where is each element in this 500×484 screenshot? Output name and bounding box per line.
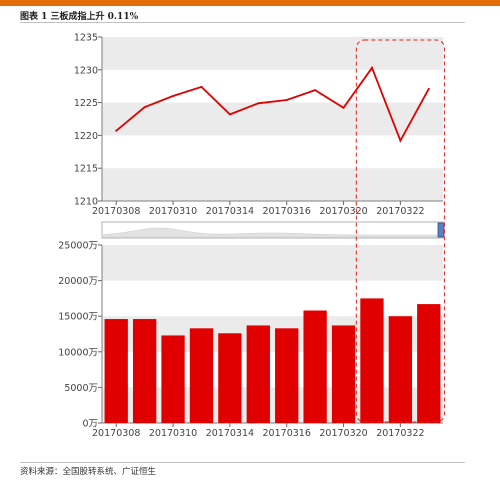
line-chart-y-tick-label: 1235 (74, 33, 98, 44)
line-chart-x-tick-label: 20170320 (319, 206, 367, 217)
bar-chart-x-tick-label: 20170320 (319, 428, 367, 439)
line-chart-grid-band (102, 102, 443, 136)
index-data-point (285, 98, 288, 101)
volume-bar (388, 316, 413, 423)
volume-bar (132, 319, 157, 423)
bar-chart-y-tick-label: 0万 (82, 419, 98, 430)
line-chart-x-tick-label: 20170310 (149, 206, 197, 217)
index-data-point (200, 85, 203, 88)
header-accent-bar (0, 0, 500, 6)
volume-bar (417, 304, 441, 423)
bar-chart-x-tick-label: 20170310 (149, 428, 197, 439)
bar-chart-x-tick-label: 20170322 (376, 428, 424, 439)
volume-bar (246, 325, 270, 423)
line-chart-x-tick-label: 20170308 (92, 206, 140, 217)
line-chart-x-tick-label: 20170322 (376, 206, 424, 217)
volume-bar (104, 319, 128, 423)
volume-bar (189, 328, 214, 423)
bar-chart-y-tick-label: 5000万 (64, 383, 98, 394)
volume-bar (331, 325, 356, 423)
line-chart-y-tick-label: 1220 (74, 131, 98, 142)
bar-chart-grid-band (102, 316, 443, 352)
line-chart-y-tick-label: 1225 (74, 98, 98, 109)
navigator-series (101, 227, 444, 238)
highlight-box (355, 39, 445, 423)
index-data-point (172, 95, 175, 98)
bar-chart-y-tick-label: 25000万 (58, 241, 98, 252)
navigator-handle (437, 222, 445, 238)
line-chart-y-tick-label: 1215 (74, 164, 98, 175)
line-chart-y-tick-label: 1230 (74, 65, 98, 76)
line-chart-x-tick-label: 20170316 (263, 206, 311, 217)
index-data-point (342, 106, 345, 109)
figure-title: 图表 1 三板成指上升 0.11% (20, 12, 139, 22)
index-series-line (115, 65, 430, 143)
source-note: 资料来源：全国股转系统、广证恒生 (20, 467, 157, 477)
bar-chart-x-tick-label: 20170308 (92, 428, 140, 439)
index-data-point (143, 106, 146, 109)
index-data-point (427, 87, 430, 90)
line-chart-grid-band (102, 168, 443, 201)
source-divider (20, 462, 465, 463)
volume-bar (360, 298, 384, 423)
index-data-point (399, 139, 402, 142)
title-divider (20, 22, 465, 23)
line-chart-x-tick-label: 20170314 (206, 206, 254, 217)
bar-chart-grid-band (102, 245, 443, 281)
volume-bar (218, 333, 242, 423)
index-data-point (228, 113, 231, 116)
index-data-point (257, 102, 260, 105)
bar-chart-x-tick-label: 20170314 (206, 428, 254, 439)
volume-bar (161, 335, 185, 423)
range-navigator (101, 221, 445, 239)
line-chart-grid-band (102, 37, 443, 70)
index-data-point (115, 129, 118, 132)
bar-chart-y-tick-label: 20000万 (58, 276, 98, 287)
line-chart-y-tick-label: 1210 (74, 197, 98, 208)
index-data-point (370, 66, 373, 69)
index-data-point (314, 89, 317, 92)
bar-chart-y-tick-label: 10000万 (58, 347, 98, 358)
volume-bar (275, 328, 299, 423)
bar-chart-y-tick-label: 15000万 (58, 312, 98, 323)
volume-bar (303, 310, 327, 423)
bar-chart-x-tick-label: 20170316 (263, 428, 311, 439)
highlight-dashed-box (355, 39, 445, 423)
bar-chart-grid-band (102, 387, 443, 423)
